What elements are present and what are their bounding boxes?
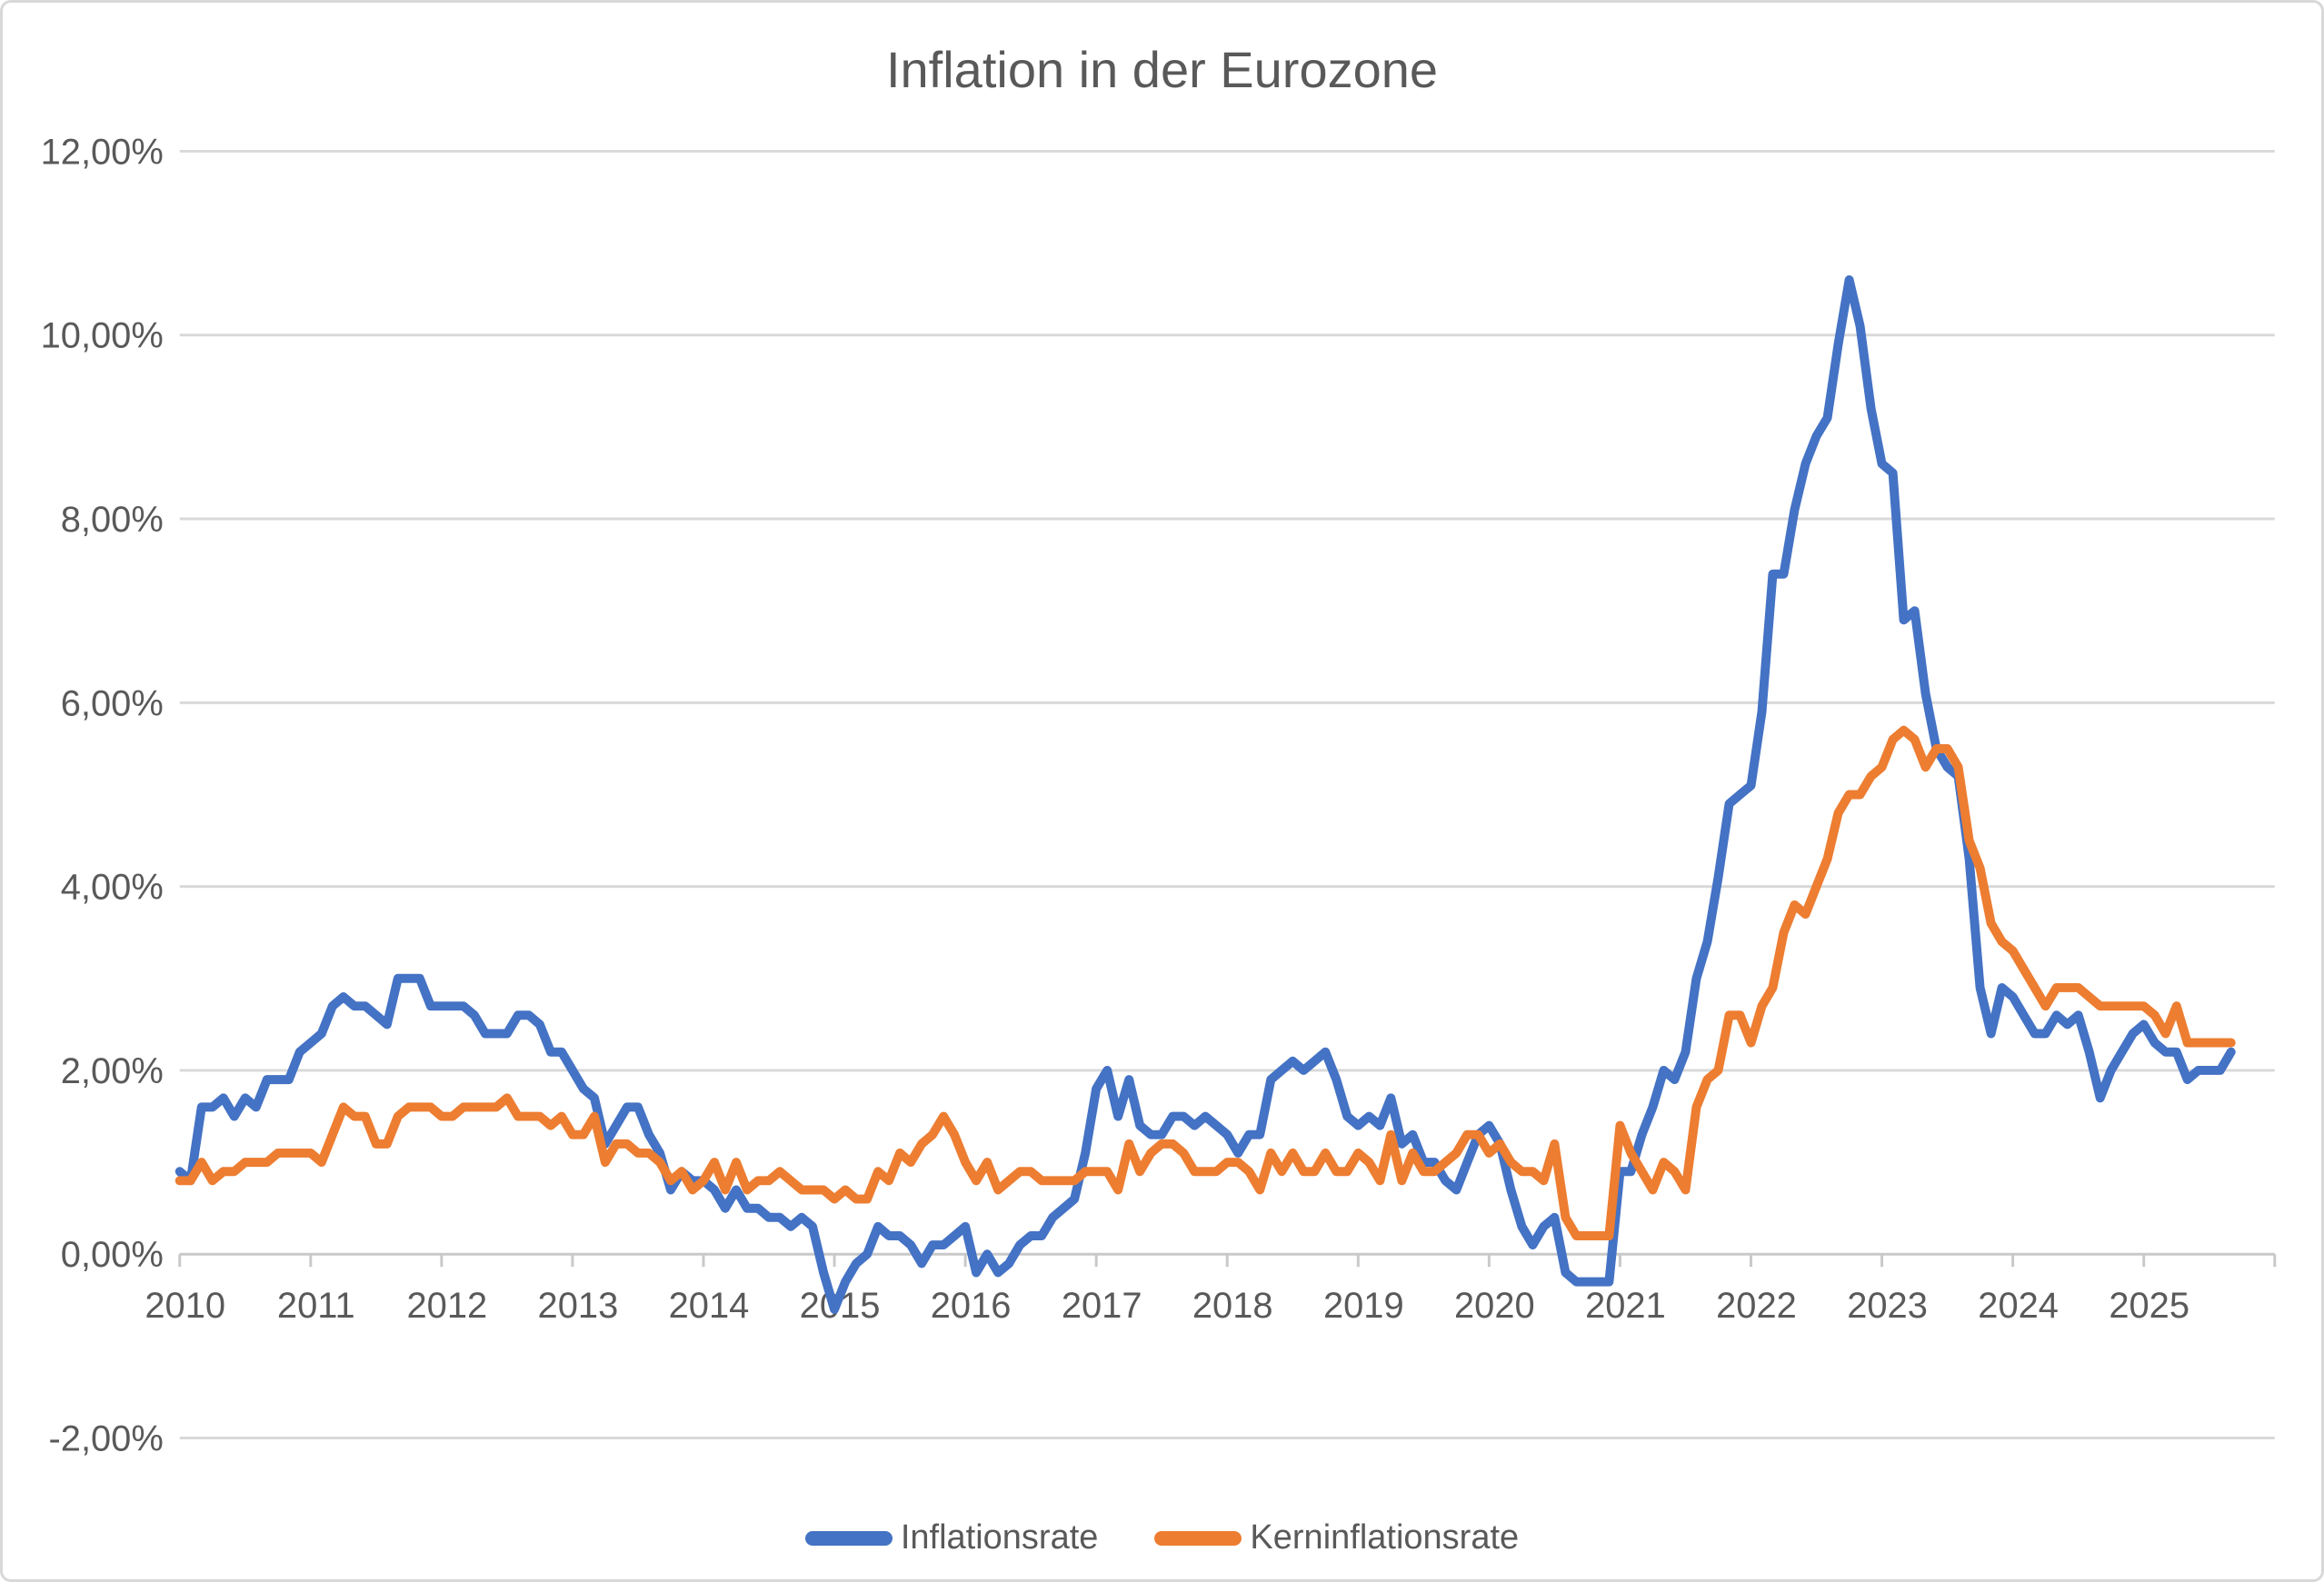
- y-axis-label: 6,00%: [61, 683, 164, 723]
- x-axis-label: 2017: [1062, 1286, 1142, 1326]
- plot-area: 12,00% 10,00% 8,00% 6,00% 4,00% 2,00% 0,00% -2,…: [41, 132, 2277, 1458]
- x-axis-label: 2018: [1192, 1286, 1273, 1326]
- x-axis-label: 2012: [407, 1286, 488, 1326]
- y-axis-label: 8,00%: [61, 500, 164, 540]
- x-axis-label: 2014: [669, 1286, 750, 1326]
- series-line-kerninflationsrate: [175, 725, 2236, 1240]
- y-axis-label: 4,00%: [61, 868, 164, 908]
- y-axis-labels: 12,00% 10,00% 8,00% 6,00% 4,00% 2,00% 0,00% -2,…: [41, 132, 164, 1458]
- legend-label-kerninflationsrate: Kerninflationsrate: [1250, 1518, 1520, 1557]
- legend-swatch-inflationsrate: [804, 1530, 893, 1546]
- y-axis-label: 12,00%: [41, 132, 164, 172]
- gridlines: [179, 149, 2275, 1440]
- x-axis-label: 2020: [1454, 1286, 1535, 1326]
- y-axis-label: 0,00%: [61, 1235, 164, 1275]
- y-axis-label: -2,00%: [49, 1418, 164, 1458]
- x-axis-label: 2013: [538, 1286, 619, 1326]
- y-axis-label: 2,00%: [61, 1051, 164, 1091]
- legend-item-kerninflationsrate: Kerninflationsrate: [1154, 1518, 1519, 1557]
- series-line-inflationsrate: [175, 275, 2236, 1314]
- x-axis: [178, 1252, 2277, 1268]
- x-axis-label: 2016: [931, 1286, 1012, 1326]
- y-axis-label: 10,00%: [41, 316, 164, 356]
- x-axis-label: 2023: [1847, 1286, 1928, 1326]
- legend-label-inflationsrate: Inflationsrate: [900, 1518, 1099, 1557]
- x-axis-label: 2010: [145, 1286, 225, 1326]
- series-lines: [175, 275, 2236, 1314]
- legend-item-inflationsrate: Inflationsrate: [804, 1518, 1099, 1557]
- x-axis-labels: 2010 2011 2012 2013 2014 2015 2016 2017 2018 2019…: [145, 1286, 2189, 1326]
- chart-title: Inflation in der Eurozone: [885, 41, 1439, 98]
- x-axis-label: 2021: [1585, 1286, 1666, 1326]
- x-axis-label: 2011: [277, 1286, 355, 1326]
- x-axis-label: 2025: [2109, 1286, 2189, 1326]
- legend: Inflationsrate Kerninflationsrate: [3, 1518, 2321, 1557]
- legend-swatch-kerninflationsrate: [1154, 1530, 1242, 1546]
- x-axis-label: 2022: [1716, 1286, 1797, 1326]
- x-axis-label: 2019: [1323, 1286, 1404, 1326]
- x-axis-label: 2024: [1978, 1286, 2059, 1326]
